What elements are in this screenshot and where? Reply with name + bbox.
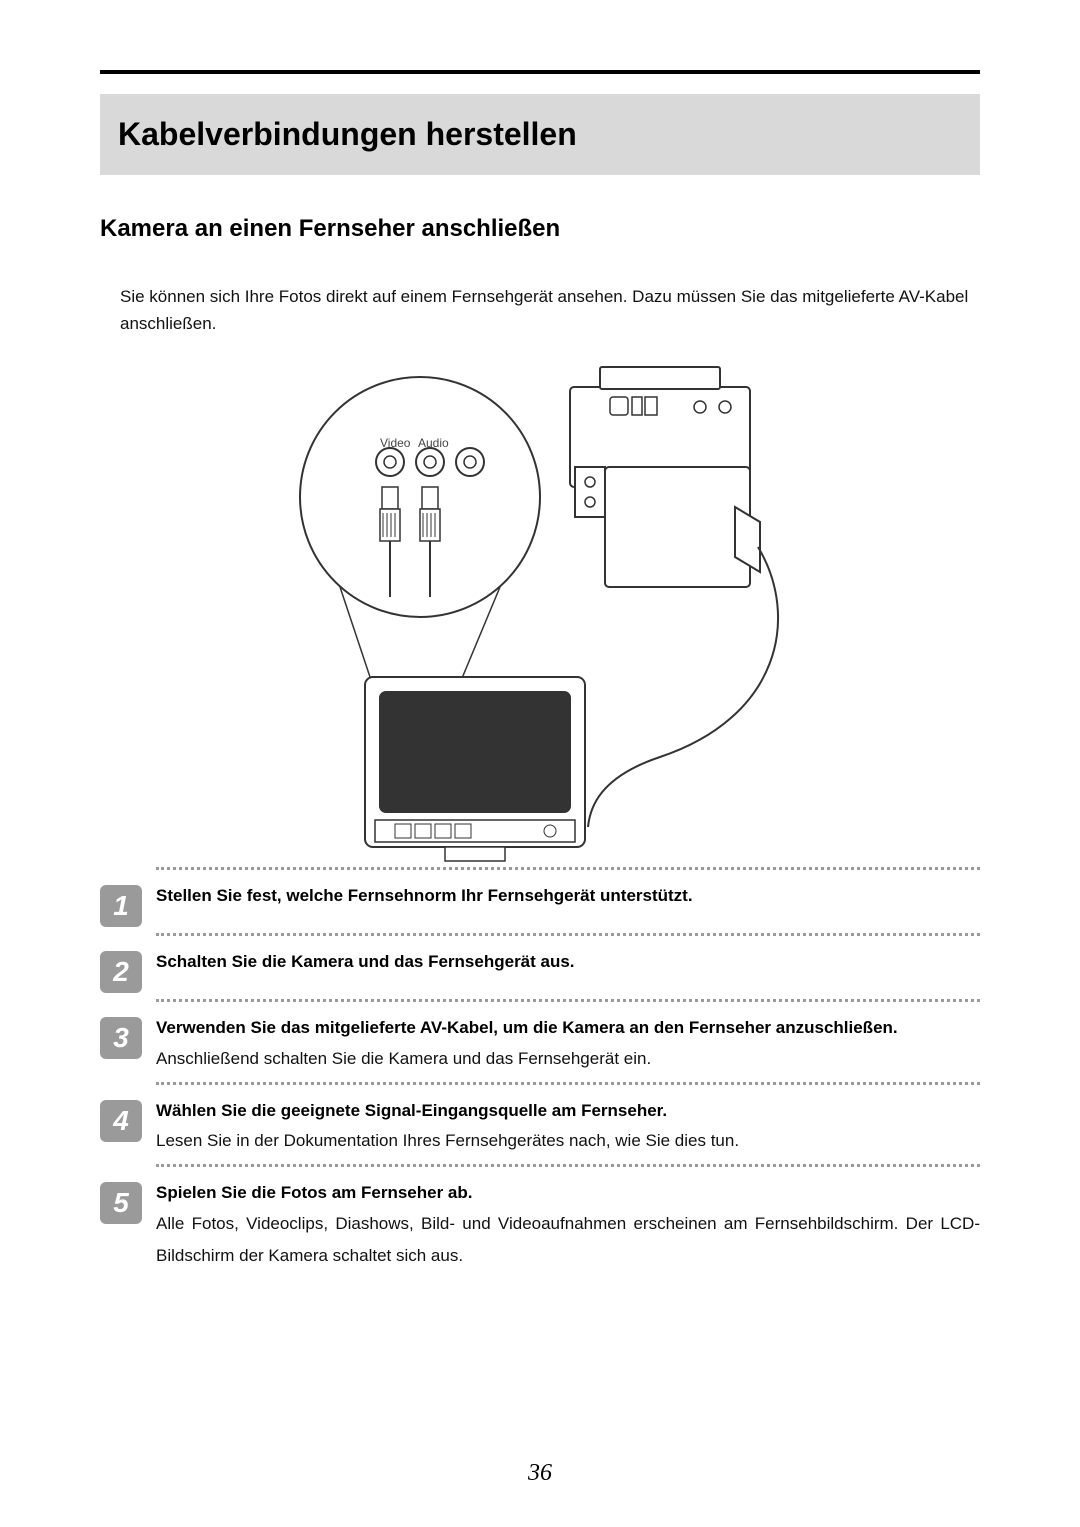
step-desc: Anschließend schalten Sie die Kamera und… (156, 1043, 980, 1075)
step-body: Verwenden Sie das mitgelieferte AV-Kabel… (156, 999, 980, 1075)
step-body: Spielen Sie die Fotos am Fernseher ab. A… (156, 1164, 980, 1272)
step-title: Schalten Sie die Kamera und das Fernsehg… (156, 948, 980, 977)
camera-icon (570, 367, 760, 587)
step-item: 3 Verwenden Sie das mitgelieferte AV-Kab… (100, 999, 980, 1075)
step-item: 5 Spielen Sie die Fotos am Fernseher ab.… (100, 1164, 980, 1272)
step-body: Wählen Sie die geeignete Signal-Eingangs… (156, 1082, 980, 1158)
step-desc: Alle Fotos, Videoclips, Diashows, Bild- … (156, 1208, 980, 1273)
step-item: 4 Wählen Sie die geeignete Signal-Eingan… (100, 1082, 980, 1158)
steps-list: 1 Stellen Sie fest, welche Fernsehnorm I… (100, 867, 980, 1272)
step-item: 1 Stellen Sie fest, welche Fernsehnorm I… (100, 867, 980, 927)
zoom-label-video: Video (380, 436, 411, 450)
zoom-circle-icon: Video Audio (300, 377, 540, 617)
page-number: 36 (0, 1460, 1080, 1487)
diagram-svg: Video Audio (280, 357, 800, 867)
step-number-badge: 2 (100, 951, 142, 993)
top-rule (100, 70, 980, 74)
intro-paragraph: Sie können sich Ihre Fotos direkt auf ei… (120, 283, 980, 337)
step-number-badge: 4 (100, 1100, 142, 1142)
document-page: Kabelverbindungen herstellen Kamera an e… (0, 0, 1080, 1527)
step-item: 2 Schalten Sie die Kamera und das Fernse… (100, 933, 980, 993)
av-cable-icon (588, 547, 778, 827)
main-title: Kabelverbindungen herstellen (118, 116, 962, 153)
step-number-badge: 1 (100, 885, 142, 927)
section-title: Kamera an einen Fernseher anschließen (100, 215, 980, 243)
step-number-badge: 3 (100, 1017, 142, 1059)
title-header: Kabelverbindungen herstellen (100, 94, 980, 175)
dotted-separator (156, 933, 980, 936)
dotted-separator (156, 867, 980, 870)
step-body: Stellen Sie fest, welche Fernsehnorm Ihr… (156, 867, 980, 911)
step-body: Schalten Sie die Kamera und das Fernsehg… (156, 933, 980, 977)
dotted-separator (156, 1082, 980, 1085)
step-title: Spielen Sie die Fotos am Fernseher ab. (156, 1179, 980, 1208)
dotted-separator (156, 1164, 980, 1167)
tv-icon (365, 677, 585, 861)
step-number-badge: 5 (100, 1182, 142, 1224)
step-title: Stellen Sie fest, welche Fernsehnorm Ihr… (156, 882, 980, 911)
connection-diagram: Video Audio (100, 357, 980, 867)
step-title: Wählen Sie die geeignete Signal-Eingangs… (156, 1097, 980, 1126)
step-title: Verwenden Sie das mitgelieferte AV-Kabel… (156, 1014, 980, 1043)
step-desc: Lesen Sie in der Dokumentation Ihres Fer… (156, 1125, 980, 1157)
dotted-separator (156, 999, 980, 1002)
